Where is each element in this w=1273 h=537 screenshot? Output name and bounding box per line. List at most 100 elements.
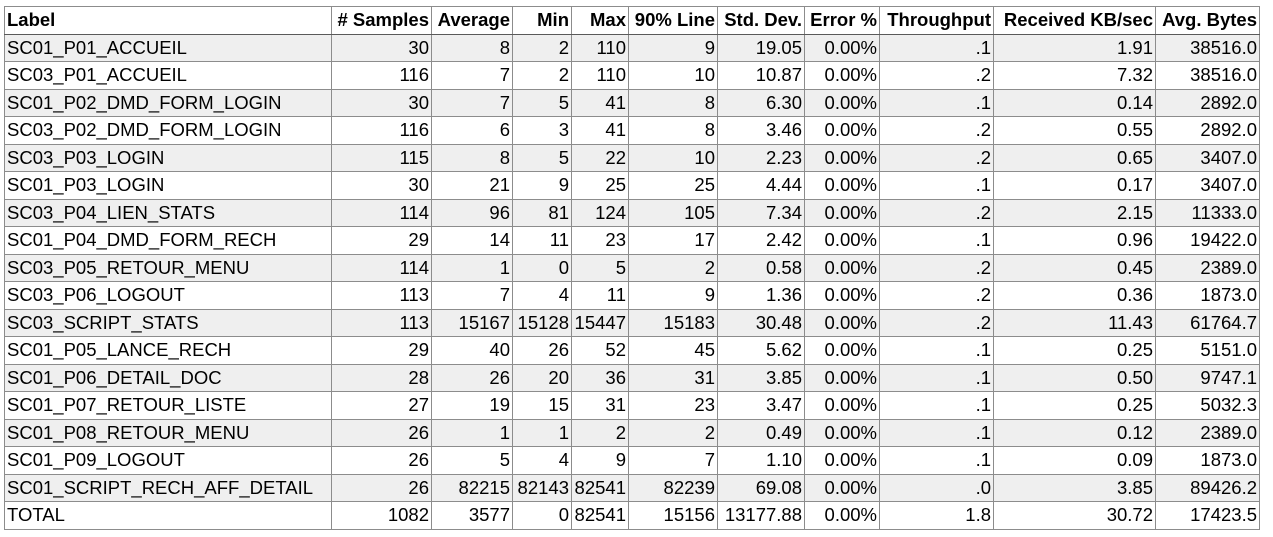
cell-min: 81 [512,198,572,227]
cell-throughput: .2 [879,253,994,282]
table-row[interactable]: SC01_P01_ACCUEIL 30 8 2 110 9 19.05 0.00% .1 1.91… [4,33,1260,62]
cell-label: SC01_P01_ACCUEIL [4,33,332,62]
cell-avg-bytes: 2892.0 [1155,116,1260,145]
column-header-received-kb[interactable]: Received KB/sec [993,6,1156,35]
total-row[interactable]: TOTAL 1082 3577 0 82541 15156 13177.88 0.00% 1.8… [4,501,1260,530]
cell-samples: 26 [331,473,432,502]
cell-std-dev: 4.44 [717,171,805,200]
cell-std-dev: 69.08 [717,473,805,502]
column-header-average[interactable]: Average [431,6,513,35]
column-header-min[interactable]: Min [512,6,572,35]
table-row[interactable]: SC01_SCRIPT_RECH_AFF_DETAIL 26 82215 82143 8… [4,473,1260,502]
cell-error-pct: 0.00% [804,253,880,282]
cell-min: 9 [512,171,572,200]
cell-90-line: 9 [628,281,718,310]
cell-min: 82143 [512,473,572,502]
cell-error-pct: 0.00% [804,143,880,172]
cell-throughput: .1 [879,446,994,475]
cell-label: SC03_P01_ACCUEIL [4,61,332,90]
cell-error-pct: 0.00% [804,116,880,145]
cell-average: 40 [431,336,513,365]
cell-average: 82215 [431,473,513,502]
cell-std-dev: 3.85 [717,363,805,392]
cell-samples: 27 [331,391,432,420]
table-row[interactable]: SC03_P06_LOGOUT 113 7 4 11 9 1.36 0.00% .2 0.36 18… [4,281,1260,310]
table-row[interactable]: SC03_P02_DMD_FORM_LOGIN 116 6 3 41 8 3.46 0.00%… [4,116,1260,145]
table-row[interactable]: SC01_P08_RETOUR_MENU 26 1 1 2 2 0.49 0.00% .1 0.1… [4,418,1260,447]
cell-avg-bytes: 2389.0 [1155,418,1260,447]
cell-max: 5 [571,253,629,282]
cell-error-pct: 0.00% [804,171,880,200]
table-row[interactable]: SC01_P02_DMD_FORM_LOGIN 30 7 5 41 8 6.30 0.00%.… [4,88,1260,117]
cell-min: 5 [512,88,572,117]
cell-max: 110 [571,61,629,90]
column-header-error-pct[interactable]: Error % [804,6,880,35]
table-row[interactable]: SC01_P03_LOGIN 30 21 9 25 25 4.44 0.00% .1 0.17 34… [4,171,1260,200]
cell-samples: 115 [331,143,432,172]
cell-max: 11 [571,281,629,310]
cell-label: SC01_P05_LANCE_RECH [4,336,332,365]
cell-throughput: .1 [879,418,994,447]
cell-label: SC01_P07_RETOUR_LISTE [4,391,332,420]
cell-label: SC01_P06_DETAIL_DOC [4,363,332,392]
table-row[interactable]: SC03_P04_LIEN_STATS 114 96 81 124 105 7.34 0.00… [4,198,1260,227]
column-header-samples[interactable]: # Samples [331,6,432,35]
total-cell-avg-bytes: 17423.5 [1155,501,1260,530]
aggregate-report-table: Label # Samples Average Min Max 90% Line… [4,6,1260,530]
total-cell-received-kb: 30.72 [993,501,1156,530]
cell-average: 14 [431,226,513,255]
table-row[interactable]: SC03_SCRIPT_STATS 113 15167 15128 15447 15183… [4,308,1260,337]
cell-samples: 30 [331,33,432,62]
cell-average: 7 [431,281,513,310]
cell-max: 23 [571,226,629,255]
cell-label: SC03_P04_LIEN_STATS [4,198,332,227]
table-row[interactable]: SC01_P06_DETAIL_DOC 28 26 20 36 31 3.85 0.00% .1… [4,363,1260,392]
cell-throughput: .1 [879,33,994,62]
cell-samples: 113 [331,281,432,310]
cell-throughput: .2 [879,143,994,172]
cell-avg-bytes: 5151.0 [1155,336,1260,365]
cell-90-line: 105 [628,198,718,227]
cell-received-kb: 0.25 [993,336,1156,365]
cell-90-line: 17 [628,226,718,255]
cell-std-dev: 5.62 [717,336,805,365]
table-row[interactable]: SC03_P03_LOGIN 115 8 5 22 10 2.23 0.00% .2 0.65 34… [4,143,1260,172]
table-row[interactable]: SC01_P07_RETOUR_LISTE 27 19 15 31 23 3.47 0.00%… [4,391,1260,420]
cell-throughput: .1 [879,336,994,365]
column-header-throughput[interactable]: Throughput [879,6,994,35]
cell-error-pct: 0.00% [804,88,880,117]
column-header-90-line[interactable]: 90% Line [628,6,718,35]
table-row[interactable]: SC01_P04_DMD_FORM_RECH 29 14 11 23 17 2.42 0.00… [4,226,1260,255]
total-cell-error-pct: 0.00% [804,501,880,530]
table-row[interactable]: SC01_P05_LANCE_RECH 29 40 26 52 45 5.62 0.00% .1… [4,336,1260,365]
column-header-avg-bytes[interactable]: Avg. Bytes [1155,6,1260,35]
column-header-label[interactable]: Label [4,6,332,35]
cell-error-pct: 0.00% [804,473,880,502]
cell-std-dev: 10.87 [717,61,805,90]
cell-throughput: .1 [879,171,994,200]
cell-throughput: .0 [879,473,994,502]
cell-received-kb: 11.43 [993,308,1156,337]
cell-90-line: 25 [628,171,718,200]
cell-min: 4 [512,281,572,310]
table-row[interactable]: SC03_P05_RETOUR_MENU 114 1 0 5 2 0.58 0.00% .2 0.… [4,253,1260,282]
column-header-max[interactable]: Max [571,6,629,35]
cell-90-line: 15183 [628,308,718,337]
total-cell-samples: 1082 [331,501,432,530]
table-row[interactable]: SC01_P09_LOGOUT 26 5 4 9 7 1.10 0.00% .1 0.09 1873… [4,446,1260,475]
column-header-std-dev[interactable]: Std. Dev. [717,6,805,35]
cell-std-dev: 3.46 [717,116,805,145]
cell-max: 9 [571,446,629,475]
cell-max: 31 [571,391,629,420]
table-row[interactable]: SC03_P01_ACCUEIL 116 7 2 110 10 10.87 0.00% .2 7.… [4,61,1260,90]
cell-samples: 114 [331,198,432,227]
cell-throughput: .1 [879,88,994,117]
cell-std-dev: 2.23 [717,143,805,172]
cell-std-dev: 1.10 [717,446,805,475]
cell-avg-bytes: 19422.0 [1155,226,1260,255]
cell-error-pct: 0.00% [804,198,880,227]
cell-throughput: .2 [879,116,994,145]
cell-samples: 29 [331,226,432,255]
cell-average: 1 [431,253,513,282]
cell-throughput: .1 [879,226,994,255]
